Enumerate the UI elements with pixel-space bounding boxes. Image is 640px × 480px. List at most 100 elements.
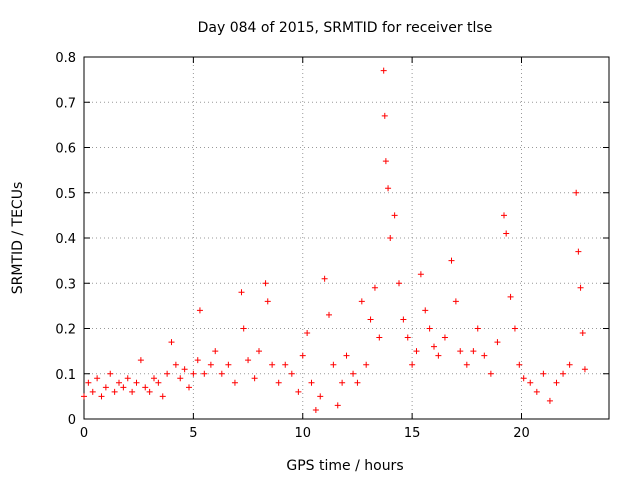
data-point xyxy=(501,212,507,219)
data-point xyxy=(282,361,289,368)
data-point xyxy=(350,370,357,377)
data-point xyxy=(404,334,411,341)
data-point xyxy=(299,352,306,359)
data-point xyxy=(326,311,332,318)
data-point xyxy=(81,393,87,400)
data-point xyxy=(417,271,424,278)
data-point xyxy=(426,325,433,332)
chart-title: Day 084 of 2015, SRMTID for receiver tls… xyxy=(198,20,493,36)
data-point xyxy=(381,112,388,119)
x-tick-label: 15 xyxy=(404,426,421,441)
y-tick-label: 0.5 xyxy=(55,187,76,202)
x-tick-label: 5 xyxy=(189,426,197,441)
data-point xyxy=(186,384,192,391)
data-point xyxy=(579,330,586,337)
data-point xyxy=(218,370,225,377)
data-point xyxy=(190,370,197,377)
data-point xyxy=(533,388,540,395)
data-point xyxy=(391,212,398,219)
data-point xyxy=(85,379,92,386)
data-point xyxy=(371,284,378,291)
data-point xyxy=(231,379,238,386)
data-point xyxy=(212,348,219,355)
data-point xyxy=(124,375,131,382)
data-point xyxy=(168,339,175,346)
x-axis-label: GPS time / hours xyxy=(286,458,403,474)
y-tick-label: 0 xyxy=(68,413,76,428)
data-point xyxy=(376,334,383,341)
data-point xyxy=(511,325,518,332)
data-point xyxy=(431,343,437,350)
data-point xyxy=(89,388,96,395)
data-point xyxy=(111,388,118,395)
data-point xyxy=(155,379,162,386)
data-point xyxy=(312,406,319,413)
data-point xyxy=(334,402,341,409)
data-point xyxy=(413,348,420,355)
data-point xyxy=(304,330,311,337)
data-points xyxy=(81,67,588,413)
data-point xyxy=(102,384,109,391)
data-point xyxy=(146,388,153,395)
data-point xyxy=(385,185,392,192)
data-point xyxy=(387,235,394,241)
plot-frame xyxy=(83,56,610,420)
data-point xyxy=(116,379,122,386)
gridlines xyxy=(84,57,609,419)
axis-ticks: 0 5 10 15 20 0 0.1 0.2 0.3 0.4 0.5 0.6 0.7 0.8 xyxy=(55,51,609,441)
x-tick-label: 20 xyxy=(513,426,530,441)
data-point xyxy=(339,379,346,386)
data-point xyxy=(575,248,582,255)
data-point xyxy=(137,357,144,364)
data-point xyxy=(358,298,365,305)
data-point xyxy=(295,388,302,395)
data-point xyxy=(262,280,269,287)
x-tick-label: 0 xyxy=(80,426,88,441)
data-point xyxy=(343,352,350,359)
data-point xyxy=(129,388,136,395)
data-point xyxy=(474,325,481,332)
data-point xyxy=(540,370,547,377)
data-point xyxy=(120,384,127,391)
data-point xyxy=(94,375,101,382)
data-point xyxy=(330,361,337,368)
data-point xyxy=(581,366,588,373)
y-tick-label: 0.7 xyxy=(55,96,76,111)
data-point xyxy=(503,230,510,237)
data-point xyxy=(452,298,459,305)
data-point xyxy=(256,348,262,355)
data-point xyxy=(207,361,214,368)
data-point xyxy=(142,384,149,391)
data-point xyxy=(448,257,455,264)
data-point xyxy=(409,361,416,368)
y-axis-label: SRMTID / TECUs xyxy=(10,182,26,295)
y-tick-label: 0.6 xyxy=(55,142,76,157)
data-point xyxy=(98,393,105,400)
data-point xyxy=(527,379,534,386)
y-tick-label: 0.2 xyxy=(55,323,76,338)
data-point xyxy=(308,379,315,386)
y-tick-label: 0.8 xyxy=(55,51,76,66)
data-point xyxy=(463,361,470,368)
data-point xyxy=(481,352,488,359)
data-point xyxy=(159,393,166,400)
data-point xyxy=(251,375,258,382)
data-point xyxy=(566,361,573,368)
data-point xyxy=(264,298,271,305)
data-point xyxy=(494,339,501,346)
data-point xyxy=(194,357,201,364)
data-point xyxy=(422,307,429,314)
data-point xyxy=(181,366,188,373)
y-tick-label: 0.1 xyxy=(55,368,76,383)
data-point xyxy=(470,348,477,355)
data-point xyxy=(321,275,328,282)
data-point xyxy=(354,379,361,386)
data-point xyxy=(457,348,464,355)
data-point xyxy=(487,370,494,377)
data-point xyxy=(577,284,584,291)
data-point xyxy=(269,361,276,368)
data-point xyxy=(516,361,523,368)
data-point xyxy=(172,361,179,368)
data-point xyxy=(288,370,295,377)
